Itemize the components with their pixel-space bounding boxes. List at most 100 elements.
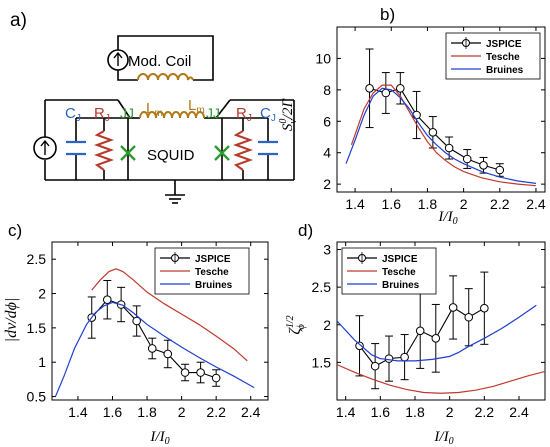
data-point xyxy=(102,295,112,305)
chart-b-ylabel: S0v/2Γ xyxy=(278,97,299,131)
current-source-mod xyxy=(107,49,129,71)
y-tick-label: 2 xyxy=(38,286,46,302)
data-point xyxy=(211,373,221,383)
data-point xyxy=(400,352,409,362)
resistor-left xyxy=(94,130,114,171)
capacitor-right xyxy=(258,140,278,156)
panel-label-b: b) xyxy=(380,5,395,24)
legend-label: Bruines xyxy=(382,280,420,291)
x-tick-label: 1.4 xyxy=(68,404,88,420)
x-tick-label: 1.8 xyxy=(405,404,425,420)
legend-label: Bruines xyxy=(486,65,524,76)
legend-label: Bruines xyxy=(195,280,233,291)
legend-label: Tesche xyxy=(382,267,416,278)
x-tick-label: 1.4 xyxy=(345,196,365,212)
data-point xyxy=(147,344,157,353)
x-tick-label: 2.2 xyxy=(206,404,226,420)
y-tick-label: 0.5 xyxy=(27,389,47,405)
legend-label: JSPICE xyxy=(195,254,231,265)
legend-label: Tesche xyxy=(195,267,229,278)
junction-left xyxy=(120,145,136,161)
x-tick-label: 1.6 xyxy=(382,196,402,212)
legend-label: JSPICE xyxy=(382,254,418,265)
x-tick-label: 2 xyxy=(446,404,454,420)
chart-d-body: 1.4 1.6 1.8 2 2.2 2.4 1.5 2 2.5 3 JSPICE Tesche Brui… xyxy=(312,241,546,420)
series-line-tesche xyxy=(337,364,545,394)
x-tick-label: 2 xyxy=(178,404,186,420)
chart-d-ylabel: ζ1/2ϕ xyxy=(285,315,307,334)
cap-left-label: CJ xyxy=(65,105,81,124)
resistor-right xyxy=(233,130,253,171)
panel-label-c: c) xyxy=(8,221,22,240)
chart-b-xlabel: I/I0 xyxy=(437,209,457,227)
y-tick-label: 1 xyxy=(38,354,46,370)
circuit-wires xyxy=(44,35,295,204)
legend-label: Tesche xyxy=(486,52,520,63)
x-tick-label: 1.8 xyxy=(137,404,157,420)
data-point xyxy=(415,326,425,336)
chart-d-xlabel: I/I0 xyxy=(433,429,453,447)
cap-right-label: CJ xyxy=(260,105,276,124)
y-tick-label: 4 xyxy=(323,145,331,161)
series-line-bruines xyxy=(54,301,255,397)
data-point xyxy=(163,349,173,359)
y-tick-label: 2 xyxy=(323,317,331,333)
data-point xyxy=(196,368,205,377)
x-tick-label: 2.4 xyxy=(241,404,261,420)
x-tick-label: 2.4 xyxy=(509,404,529,420)
current-source-bias xyxy=(33,136,57,160)
series-line-tesche xyxy=(91,268,248,362)
y-tick-label: 3 xyxy=(323,242,331,258)
data-point xyxy=(444,143,454,153)
x-tick-label: 2.2 xyxy=(475,404,495,420)
data-point xyxy=(370,361,380,371)
x-tick-label: 1.8 xyxy=(418,196,438,212)
data-point xyxy=(365,83,374,93)
data-point xyxy=(479,160,488,170)
series-line-bruines xyxy=(345,87,537,184)
data-point xyxy=(355,341,364,351)
y-tick-label: 10 xyxy=(315,50,331,66)
junction-right xyxy=(214,145,230,161)
data-point xyxy=(448,303,458,312)
x-tick-label: 2.4 xyxy=(526,196,546,212)
res-left-label: RJ xyxy=(94,105,110,124)
inductor-lm-right xyxy=(171,111,205,119)
y-tick-label: 1.5 xyxy=(312,354,332,370)
x-tick-label: 2.2 xyxy=(490,196,510,212)
y-tick-label: 8 xyxy=(323,82,331,98)
x-tick-label: 1.4 xyxy=(336,404,356,420)
data-point xyxy=(462,154,472,164)
axes-frame xyxy=(51,241,269,401)
chart-c-ylabel: |dv/dϕ| xyxy=(3,298,20,343)
chart-c-xlabel: I/I0 xyxy=(149,429,169,447)
chart-b-body: 1.4 1.6 1.8 2 2.2 2.4 2 4 6 8 10 JSPICE Tesche Bruine… xyxy=(315,26,546,212)
capacitor-left xyxy=(66,140,86,156)
y-tick-label: 2.5 xyxy=(27,251,47,267)
series-line-jspice xyxy=(91,299,217,379)
y-tick-label: 6 xyxy=(323,113,331,129)
circuit-panel: a) xyxy=(10,10,295,204)
chart-panel-c: c) 1.4 1.6 1.8 2 2.2 2.4 0.5 1 1.5 2 2.5 JSPICE Tesc… xyxy=(3,221,269,447)
squid-label: SQUID xyxy=(147,147,195,164)
res-right-label: RJ xyxy=(236,105,252,124)
inductor-lm-left xyxy=(139,111,173,119)
series-line-tesche xyxy=(350,84,537,187)
panel-label-a: a) xyxy=(10,10,27,31)
data-point xyxy=(132,316,141,326)
y-tick-label: 2.5 xyxy=(312,279,332,295)
plot-area xyxy=(337,271,545,394)
legend-label: JSPICE xyxy=(486,39,522,50)
y-tick-label: 1.5 xyxy=(27,320,47,336)
data-point xyxy=(480,303,489,313)
data-point xyxy=(381,88,391,98)
chart-panel-b: b) 1.4 1.6 1.8 2 2.2 2.4 2 4 6 8 10 JSPICE Tesche Bru… xyxy=(278,5,546,227)
chart-panel-d: d) 1.4 1.6 1.8 2 2.2 2.4 1.5 2 2.5 3 JSPICE Tesche B… xyxy=(285,221,546,447)
y-tick-label: 2 xyxy=(323,176,331,192)
data-point xyxy=(180,368,190,377)
data-point xyxy=(396,83,405,93)
data-point xyxy=(495,165,505,175)
lm-right-label: Lm xyxy=(188,97,205,116)
plot-area xyxy=(54,268,255,397)
